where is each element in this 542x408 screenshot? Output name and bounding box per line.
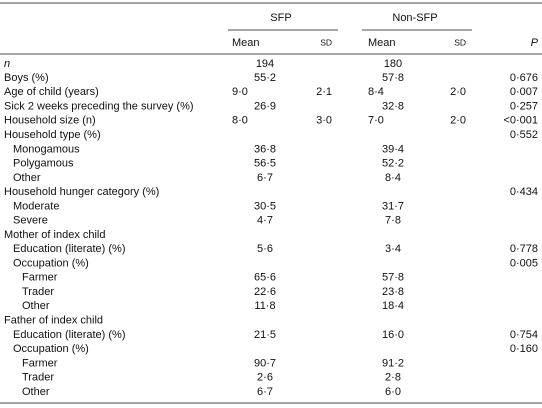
row-label: Occupation (%)	[13, 343, 89, 355]
cell: 32·8	[382, 100, 404, 112]
row-label: Father of index child	[4, 314, 103, 326]
row-label: Farmer	[22, 272, 58, 284]
row-label: Boys (%)	[4, 72, 49, 84]
row-label: Other	[22, 300, 50, 312]
cell: 2·0	[450, 86, 466, 98]
cell: 91·2	[382, 357, 404, 369]
cell: 0·005	[510, 257, 538, 269]
cell: 22·6	[254, 286, 276, 298]
cell: 2·8	[385, 372, 401, 384]
row-label: n	[4, 58, 10, 70]
cell: 9·0	[232, 86, 248, 98]
cell: 6·7	[257, 386, 273, 398]
row-label: Occupation (%)	[13, 257, 89, 269]
cell: 8·0	[232, 115, 248, 127]
cell: 2·6	[257, 372, 273, 384]
cell: 16·0	[382, 329, 404, 341]
cell: 0·778	[510, 243, 538, 255]
cell: 18·4	[382, 300, 404, 312]
cell: 26·9	[254, 100, 276, 112]
row-label: Education (literate) (%)	[13, 243, 126, 255]
cell: 36·8	[254, 143, 276, 155]
cell: 55·2	[254, 72, 276, 84]
row-label: Sick 2 weeks preceding the survey (%)	[4, 100, 194, 112]
cell: 4·7	[257, 215, 273, 227]
cell: 65·6	[254, 272, 276, 284]
column-header: Mean	[232, 37, 260, 49]
cell: 23·8	[382, 286, 404, 298]
cell: 21·5	[254, 329, 276, 341]
row-label: Household hunger category (%)	[4, 186, 159, 198]
row-label: Household size (n)	[4, 115, 96, 127]
row-label: Other	[13, 172, 41, 184]
row-label: Trader	[22, 286, 54, 298]
cell: 31·7	[382, 200, 404, 212]
cell: 0·257	[510, 100, 538, 112]
row-label: Other	[22, 386, 50, 398]
row-label: Polygamous	[13, 158, 74, 170]
row-label: Moderate	[13, 200, 59, 212]
row-label: Education (literate) (%)	[13, 329, 126, 341]
cell: 0·552	[510, 129, 538, 141]
cell: <0·001	[503, 115, 538, 127]
cell: 3·4	[385, 243, 401, 255]
cell: 2·1	[316, 86, 332, 98]
cell: 57·8	[382, 272, 404, 284]
cell: 90·7	[254, 357, 276, 369]
cell: 8·4	[368, 86, 384, 98]
cell: 5·6	[257, 243, 273, 255]
cell: 30·5	[254, 200, 276, 212]
row-label: Trader	[22, 372, 54, 384]
cell: 2·0	[450, 115, 466, 127]
cell: 11·8	[254, 300, 275, 312]
cell: 39·4	[382, 143, 404, 155]
cell: 0·434	[510, 186, 538, 198]
cell: 0·160	[510, 343, 538, 355]
cell: 56·5	[254, 158, 276, 170]
row-label: Mother of index child	[4, 229, 106, 241]
column-header: Mean	[368, 37, 396, 49]
cell: 0·754	[510, 329, 538, 341]
cell: 7·8	[385, 215, 401, 227]
column-header: sd	[454, 37, 466, 47]
cell: 0·007	[510, 86, 538, 98]
cell: 8·4	[385, 172, 401, 184]
cell: 52·2	[382, 158, 404, 170]
cell: 194	[256, 58, 274, 70]
cell: 6·0	[385, 386, 401, 398]
cell: 0·676	[510, 72, 538, 84]
row-label: Age of child (years)	[4, 86, 99, 98]
cell: 57·8	[382, 72, 404, 84]
group-header: SFP	[270, 12, 291, 24]
row-label: Household type (%)	[4, 129, 101, 141]
cell: 7·0	[368, 115, 384, 127]
cell: 6·7	[257, 172, 273, 184]
row-label: Monogamous	[13, 143, 80, 155]
cell: 180	[384, 58, 402, 70]
row-label: Severe	[13, 215, 48, 227]
row-label: Farmer	[22, 357, 58, 369]
column-header: sd	[320, 37, 332, 47]
cell: 3·0	[316, 115, 332, 127]
column-header: P	[531, 37, 539, 49]
group-header: Non-SFP	[392, 12, 437, 24]
